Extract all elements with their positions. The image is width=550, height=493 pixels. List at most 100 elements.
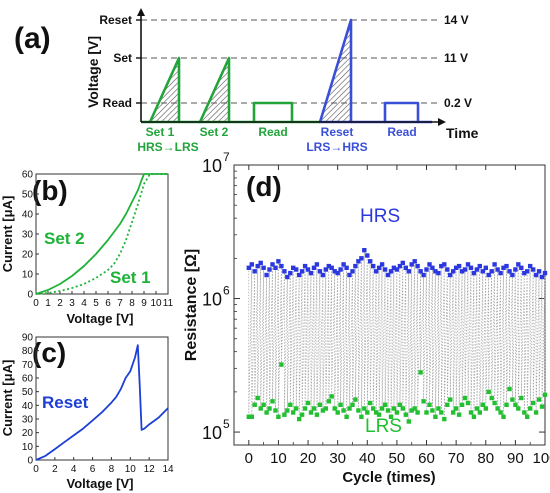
lrs-point-87 <box>504 402 509 407</box>
hrs-point-50 <box>394 267 400 272</box>
hrs-point-2 <box>252 269 257 274</box>
hrs-point-66 <box>442 262 447 267</box>
lrs-point-39 <box>362 406 367 411</box>
pulse-label-2: Read <box>258 125 287 139</box>
hrs-point-46 <box>382 267 388 272</box>
panel-b-series-labels: Set 2 Set 1 <box>44 229 151 287</box>
hrs-point-7 <box>267 267 272 272</box>
lrs-point-47 <box>385 408 391 413</box>
hrs-point-27 <box>326 263 331 269</box>
panel-d-x-axis-label: Cycle (times) <box>342 469 435 486</box>
lrs-point-55 <box>409 408 414 413</box>
lrs-point-75 <box>468 410 474 415</box>
hrs-point-68 <box>448 272 453 278</box>
lrs-point-14 <box>288 402 293 407</box>
hrs-point-97 <box>533 272 539 278</box>
lrs-point-11 <box>279 362 284 367</box>
hrs-point-0 <box>246 265 251 270</box>
hrs-point-53 <box>403 265 408 270</box>
hrs-point-5 <box>261 265 266 270</box>
lrs-point-85 <box>498 410 503 415</box>
hrs-point-58 <box>418 269 423 274</box>
lrs-point-25 <box>320 408 326 413</box>
hrs-point-78 <box>477 263 482 269</box>
lrs-point-66 <box>442 416 447 422</box>
hrs-point-67 <box>445 267 450 272</box>
pulse-2 <box>252 101 294 124</box>
lrs-point-31 <box>338 402 343 407</box>
hrs-point-90 <box>513 267 518 272</box>
lrs-point-70 <box>453 406 459 411</box>
lrs-point-23 <box>314 412 320 417</box>
x-tick-label-4: 40 <box>359 450 376 467</box>
lrs-point-13 <box>285 408 290 413</box>
hrs-label: HRS <box>360 206 400 227</box>
y-tick-label-2: 20 <box>22 250 34 261</box>
hrs-point-21 <box>308 270 314 276</box>
pulse-label-4: Read <box>387 125 416 139</box>
lrs-point-7 <box>267 406 272 411</box>
lrs-point-67 <box>445 402 450 407</box>
lrs-point-19 <box>302 406 308 411</box>
lrs-point-78 <box>477 410 482 415</box>
panel-c-y-axis-label: Current [μA] <box>0 360 15 437</box>
y-tick-label-1: 10 <box>22 270 34 281</box>
y-tick-label-4: 40 <box>22 401 34 412</box>
level-name-2: Read <box>103 96 132 110</box>
hrs-point-82 <box>489 269 494 274</box>
series-label-1: Set 1 <box>110 268 151 287</box>
pulse-label-1: Set 2 <box>200 125 229 139</box>
lrs-point-68 <box>448 397 453 402</box>
lrs-point-81 <box>486 389 491 395</box>
hrs-point-65 <box>439 263 444 269</box>
pulse-3 <box>318 18 353 124</box>
pulse-label-3: Reset <box>321 125 354 139</box>
hrs-point-38 <box>359 256 364 261</box>
lrs-point-56 <box>412 406 417 411</box>
hrs-point-39 <box>362 248 367 253</box>
lrs-point-80 <box>483 406 488 411</box>
lrs-point-62 <box>430 408 435 413</box>
hrs-point-73 <box>462 267 468 272</box>
panel-a-levels: Reset 14 V Set 11 V Read 0.2 V <box>99 13 472 110</box>
lrs-point-28 <box>329 394 334 399</box>
hrs-point-31 <box>338 267 343 272</box>
lrs-label: LRS <box>365 416 402 437</box>
lrs-point-73 <box>462 395 468 401</box>
lrs-point-94 <box>525 414 530 419</box>
y-tick-label-6: 60 <box>22 170 34 181</box>
pulse-1 <box>198 56 231 124</box>
hrs-point-80 <box>483 265 488 270</box>
panel-c-tag: (c) <box>32 337 66 368</box>
lrs-point-0 <box>246 414 251 419</box>
hrs-point-85 <box>498 270 503 276</box>
hrs-point-56 <box>412 259 417 264</box>
hrs-point-91 <box>516 262 521 267</box>
y-tick-label-3: 30 <box>22 415 34 426</box>
level-name-1: Set <box>113 51 132 65</box>
x-tick-label-1: 10 <box>270 450 287 467</box>
hrs-point-43 <box>374 269 379 274</box>
x-tick-label-0: 0 <box>33 464 39 475</box>
hrs-point-16 <box>294 267 299 272</box>
lrs-point-89 <box>510 397 515 402</box>
lrs-point-35 <box>350 402 355 407</box>
panel-c-reset-iv: (c) 0 2 4 6 8 10 12 14 0 10 20 30 40 50 60 70 80 90 Reset… <box>0 333 174 492</box>
hrs-point-23 <box>314 262 320 267</box>
lrs-point-17 <box>297 416 302 422</box>
lrs-point-34 <box>347 406 352 411</box>
lrs-point-84 <box>495 406 500 411</box>
hrs-point-100 <box>542 270 548 276</box>
hrs-point-4 <box>258 260 263 266</box>
x-tick-label-7: 70 <box>448 450 465 467</box>
level-name-0: Reset <box>99 13 132 27</box>
hrs-point-45 <box>379 262 385 267</box>
pulse-sublabel-3: LRS→HRS <box>306 140 367 154</box>
level-value-1: 11 V <box>444 51 468 65</box>
panel-a-y-axis-label: Voltage [V] <box>85 36 101 108</box>
lrs-point-69 <box>451 410 456 415</box>
hrs-point-40 <box>365 253 370 258</box>
lrs-point-100 <box>542 392 548 397</box>
hrs-point-1 <box>249 262 254 267</box>
